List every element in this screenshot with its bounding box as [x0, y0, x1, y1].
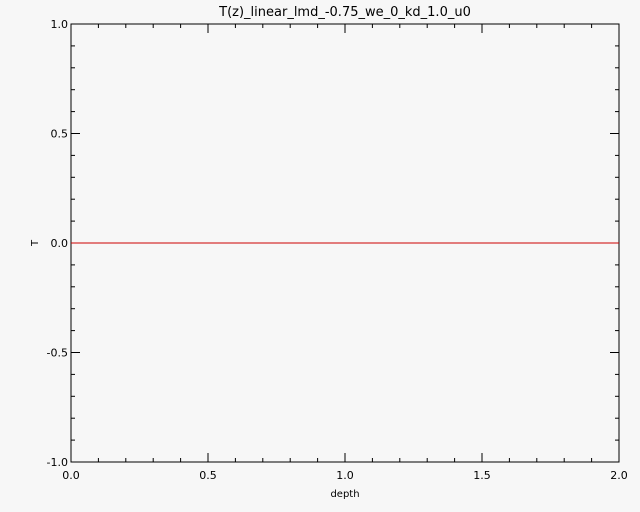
x-tick-label: 1.0 — [336, 469, 354, 482]
y-tick-label: -0.5 — [47, 347, 68, 360]
x-axis-label: depth — [330, 489, 359, 500]
y-axis-label: T — [30, 239, 41, 247]
y-tick-label: -1.0 — [47, 456, 68, 469]
axes: 0.0 0.5 1.0 1.5 2.0 -1.0 -0.5 0.0 0.5 1.0 — [47, 18, 628, 482]
chart-title: T(z)_linear_lmd_-0.75_we_0_kd_1.0_u0 — [218, 5, 471, 20]
x-tick-label: 2.0 — [610, 469, 628, 482]
y-tick-label: 0.0 — [51, 237, 69, 250]
x-tick-label: 0.0 — [62, 469, 80, 482]
y-tick-label: 1.0 — [51, 18, 69, 31]
y-tick-label: 0.5 — [51, 128, 69, 141]
x-tick-label: 1.5 — [473, 469, 491, 482]
x-tick-label: 0.5 — [199, 469, 217, 482]
